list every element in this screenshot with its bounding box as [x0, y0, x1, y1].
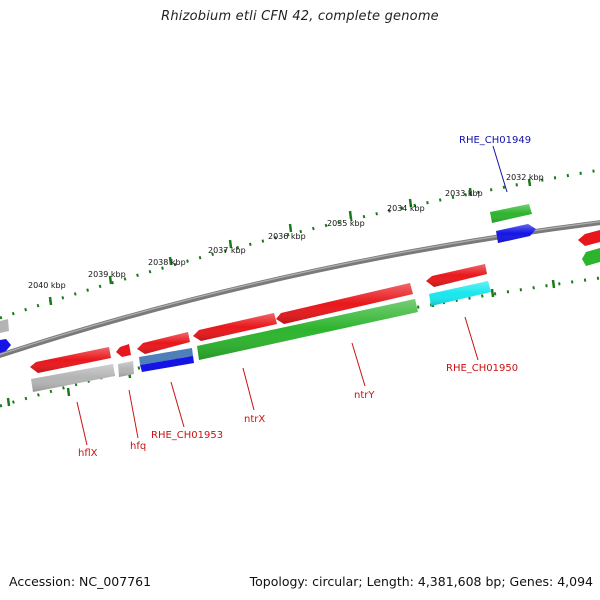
scale-label-2040: 2040 kbp: [28, 281, 66, 290]
page-title: Rhizobium etli CFN 42, complete genome: [161, 9, 439, 24]
scale-label-2038: 2038 kbp: [148, 258, 186, 267]
scale-label-2037: 2037 kbp: [208, 246, 246, 255]
callout-lines: [76, 145, 508, 446]
scale-labels: 2032 kbp 2033 kbp 2034 kbp 2035 kbp 2036…: [28, 173, 544, 290]
scale-label-2034: 2034 kbp: [387, 204, 425, 213]
gene-hflX-gray[interactable]: [31, 364, 115, 392]
label-rhe-ch01949[interactable]: RHE_CH01949: [459, 135, 531, 146]
label-rhe-ch01950[interactable]: RHE_CH01950: [446, 363, 518, 374]
gene-ntrX-red[interactable]: [193, 313, 277, 341]
scale-label-2036: 2036 kbp: [268, 232, 306, 241]
scale-label-2039: 2039 kbp: [88, 270, 126, 279]
gene-rhe-ch01949-blue[interactable]: [496, 224, 536, 243]
label-ntrX[interactable]: ntrX: [244, 414, 265, 425]
label-ntrY[interactable]: ntrY: [354, 390, 375, 401]
gene-ntrY-red[interactable]: [276, 283, 413, 324]
gene-rhe-ch01949-green[interactable]: [490, 204, 532, 223]
label-hfq[interactable]: hfq: [130, 441, 146, 452]
gene-partial-right-red[interactable]: [578, 230, 600, 246]
gene-ntrY-green[interactable]: [197, 299, 418, 360]
gene-rhe-ch01953-blue[interactable]: [140, 356, 194, 372]
gene-rhe-ch01950-red[interactable]: [426, 264, 487, 287]
gene-hflX-red[interactable]: [30, 347, 111, 373]
gene-partial-left-gray[interactable]: [0, 319, 9, 333]
gene-rhe-ch01953-red[interactable]: [137, 332, 190, 354]
genome-summary-text: Topology: circular; Length: 4,381,608 bp…: [249, 574, 593, 589]
accession-text: Accession: NC_007761: [9, 574, 152, 589]
label-hflX[interactable]: hflX: [78, 448, 98, 459]
gene-hfq-red[interactable]: [116, 344, 131, 357]
gene-hfq-gray[interactable]: [118, 361, 134, 377]
gene-rhe-ch01950-cyan[interactable]: [429, 281, 491, 306]
scale-label-2035: 2035 kbp: [327, 219, 365, 228]
gene-rhe-ch01953-steelblue[interactable]: [139, 348, 193, 365]
scale-label-2033: 2033 kbp: [445, 189, 483, 198]
gene-labels: RHE_CH01949 RHE_CH01950 ntrY ntrX RHE_CH…: [78, 135, 531, 459]
inner-major-ticks: [6, 279, 556, 407]
gene-partial-right-green[interactable]: [582, 248, 600, 266]
inner-scale-ruler: [0, 276, 600, 408]
outer-major-ticks: [48, 178, 532, 306]
gene-partial-left-blue[interactable]: [0, 339, 11, 353]
label-rhe-ch01953[interactable]: RHE_CH01953: [151, 430, 223, 441]
scale-label-2032: 2032 kbp: [506, 173, 544, 182]
outer-scale-ruler: [0, 168, 600, 320]
